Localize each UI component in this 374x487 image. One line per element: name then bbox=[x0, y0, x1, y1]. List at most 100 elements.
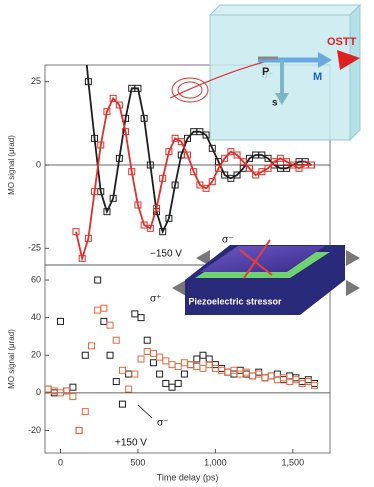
data-point bbox=[261, 374, 269, 382]
data-point bbox=[298, 378, 306, 386]
data bbox=[72, 12, 315, 262]
data-point bbox=[230, 366, 238, 374]
data-point bbox=[261, 374, 269, 382]
data-point bbox=[233, 171, 241, 179]
data-point bbox=[168, 383, 176, 391]
data-point bbox=[69, 393, 77, 401]
data-point bbox=[224, 368, 232, 376]
data-point bbox=[137, 314, 145, 322]
data-point bbox=[180, 359, 188, 367]
data-point bbox=[218, 366, 226, 374]
data-point bbox=[94, 306, 102, 314]
data-point bbox=[264, 164, 272, 172]
data-point bbox=[180, 370, 188, 378]
data-point bbox=[230, 370, 238, 378]
data-point bbox=[134, 201, 142, 209]
data-point bbox=[267, 372, 275, 380]
data-point bbox=[112, 378, 120, 386]
data-point bbox=[242, 368, 250, 376]
data-point bbox=[311, 381, 319, 389]
data-point bbox=[184, 151, 191, 159]
data-point bbox=[165, 214, 173, 222]
data-point bbox=[236, 370, 244, 378]
data-point bbox=[292, 376, 300, 384]
spin-axis bbox=[239, 249, 273, 276]
annotation: +150 V bbox=[115, 438, 147, 449]
data-point bbox=[91, 134, 99, 142]
data-point bbox=[69, 383, 77, 391]
data-point bbox=[159, 228, 167, 236]
data-point bbox=[233, 151, 241, 159]
annotation: σ⁻ bbox=[222, 235, 233, 246]
data-point bbox=[267, 372, 275, 380]
data-point bbox=[100, 304, 108, 312]
data-point bbox=[115, 101, 123, 109]
label-ostt: OSTT bbox=[327, 36, 357, 48]
data-point bbox=[94, 276, 102, 284]
data-point bbox=[218, 364, 226, 372]
data-point bbox=[81, 351, 89, 359]
data-point bbox=[255, 370, 263, 378]
data-point bbox=[221, 154, 229, 162]
data-point bbox=[292, 374, 300, 382]
arrow-ostt bbox=[337, 50, 360, 70]
data-point bbox=[273, 376, 281, 384]
data-point bbox=[199, 351, 207, 359]
data-point bbox=[174, 363, 182, 371]
arrow-s-head bbox=[275, 93, 289, 105]
annotation: −150 V bbox=[150, 249, 182, 260]
data-point bbox=[249, 372, 257, 380]
data-point bbox=[171, 181, 179, 189]
data-point bbox=[103, 208, 111, 216]
data-point bbox=[109, 94, 117, 102]
plots: -25 0 25 MO signal (μrad) σ⁺ σ⁻ −150 V -20 0 20 40… bbox=[7, 12, 331, 482]
data-point bbox=[280, 376, 288, 384]
helix bbox=[171, 77, 209, 103]
y-tick-label: 20 bbox=[31, 350, 41, 360]
fit-line bbox=[75, 96, 312, 262]
data-point bbox=[249, 372, 257, 380]
data-point bbox=[239, 158, 247, 166]
data-point bbox=[128, 168, 136, 176]
data-point bbox=[159, 174, 167, 182]
data-point bbox=[118, 400, 126, 408]
data-point bbox=[165, 148, 173, 156]
y-tick-label: 25 bbox=[31, 76, 41, 86]
data-point bbox=[79, 12, 85, 18]
data-point bbox=[311, 379, 319, 387]
data-point bbox=[149, 349, 157, 357]
data-point bbox=[245, 164, 253, 172]
data-point bbox=[125, 385, 133, 393]
data-point bbox=[84, 234, 92, 242]
data-point bbox=[208, 178, 216, 186]
data-point bbox=[140, 114, 148, 122]
data-point bbox=[168, 361, 176, 369]
data bbox=[45, 249, 319, 434]
label-s: s bbox=[272, 98, 278, 109]
insets: P M s OSTT Piezoelectric stressor bbox=[169, 3, 362, 315]
data-point bbox=[273, 370, 281, 378]
data-point bbox=[224, 368, 232, 376]
data-point bbox=[202, 131, 210, 139]
block-top bbox=[208, 4, 362, 16]
data-point bbox=[106, 321, 114, 329]
data-point bbox=[214, 164, 222, 172]
annotation: σ⁻ bbox=[157, 418, 168, 429]
data-point bbox=[307, 161, 315, 169]
data-point bbox=[211, 364, 219, 372]
data-point bbox=[280, 374, 288, 382]
block-side bbox=[349, 3, 361, 142]
data-point bbox=[187, 361, 195, 369]
data-point bbox=[87, 342, 95, 350]
y-tick-label: 40 bbox=[31, 312, 41, 322]
stressor-label: Piezoelectric stressor bbox=[188, 296, 282, 306]
y-tick-label: -20 bbox=[28, 425, 41, 435]
data-point bbox=[106, 351, 114, 359]
data-point bbox=[134, 84, 142, 92]
data-point bbox=[88, 249, 94, 255]
data-point bbox=[208, 144, 216, 152]
data-point bbox=[162, 357, 170, 365]
y-tick-label: 0 bbox=[36, 387, 41, 397]
y-axis-label: MO signal (μrad) bbox=[7, 329, 16, 389]
